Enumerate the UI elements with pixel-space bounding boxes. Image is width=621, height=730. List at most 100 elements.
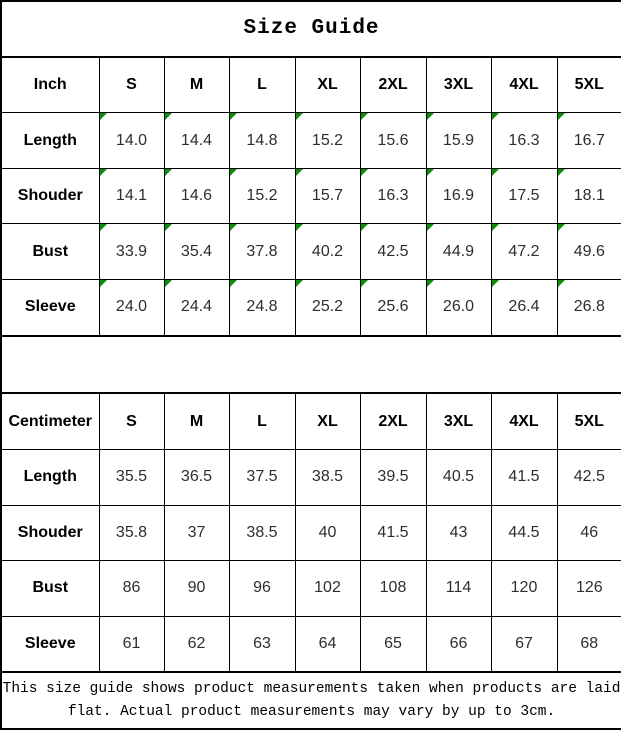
measurement-cell: 63	[228, 615, 296, 673]
measurement-value: 42.5	[377, 242, 409, 260]
measurement-cell: 37.8	[228, 223, 296, 281]
cell-flag-icon	[427, 113, 434, 121]
cell-flag-icon	[492, 224, 499, 232]
measurement-value: 25.2	[311, 298, 344, 316]
measurement-cell: 42.5	[359, 223, 427, 281]
measurement-cell: 15.7	[294, 167, 361, 225]
cell-flag-icon	[492, 280, 499, 288]
measurement-cell: 14.4	[163, 112, 230, 169]
cell-flag-icon	[165, 224, 172, 232]
measurement-cell: 26.8	[556, 279, 621, 337]
measurement-value: 40.2	[311, 242, 344, 260]
cell-flag-icon	[230, 224, 237, 232]
measurement-value: 15.7	[311, 187, 344, 205]
measurement-value: 14.8	[246, 131, 278, 149]
cell-flag-icon	[427, 224, 434, 232]
size-col-header: XL	[294, 56, 361, 114]
cm-shouder-row: Shouder 35.8 37 38.5 40 41.5 43 44.5 46	[0, 504, 621, 562]
cell-flag-icon	[230, 113, 237, 121]
size-col-header: 3XL	[425, 392, 492, 450]
measurement-cell: 15.6	[359, 112, 427, 169]
measurement-value: 14.1	[115, 187, 148, 205]
measurement-cell: 26.0	[425, 279, 492, 337]
cell-flag-icon	[361, 224, 368, 232]
measurement-cell: 66	[425, 615, 492, 673]
page-title: Size Guide	[243, 17, 380, 41]
cell-flag-icon	[165, 280, 172, 288]
measurement-cell: 15.2	[228, 167, 296, 225]
measurement-value: 35.4	[180, 242, 213, 260]
measurement-value: 49.6	[573, 242, 605, 260]
measurement-cell: 25.2	[294, 279, 361, 337]
measurement-cell: 16.7	[556, 112, 621, 169]
measurement-value: 24.8	[246, 298, 278, 316]
measurement-value: 26.0	[442, 298, 475, 316]
measurement-cell: 16.3	[490, 112, 558, 169]
measurement-cell: 38.5	[294, 448, 361, 506]
measurement-value: 15.2	[311, 131, 344, 149]
measurement-cell: 90	[163, 560, 230, 617]
cell-flag-icon	[100, 113, 107, 121]
cell-flag-icon	[296, 224, 303, 232]
measurement-cell: 43	[425, 504, 492, 562]
measurement-value: 26.8	[573, 298, 605, 316]
measurement-value: 15.6	[377, 131, 409, 149]
cell-flag-icon	[558, 113, 565, 121]
measurement-cell: 96	[228, 560, 296, 617]
inch-length-row: Length 14.0 14.4 14.8 15.2 15.6 15.9 16.…	[0, 112, 621, 169]
measurement-cell: 37	[163, 504, 230, 562]
measurement-cell: 40.5	[425, 448, 492, 506]
measurement-cell: 14.6	[163, 167, 230, 225]
measurement-value: 26.4	[508, 298, 540, 316]
measurement-cell: 36.5	[163, 448, 230, 506]
size-col-header: L	[228, 392, 296, 450]
size-col-header: S	[98, 392, 165, 450]
size-col-header: 5XL	[556, 56, 621, 114]
measurement-value: 17.5	[508, 187, 540, 205]
cm-header-row: Centimeter S M L XL 2XL 3XL 4XL 5XL	[0, 392, 621, 450]
measurement-value: 16.3	[508, 131, 540, 149]
inch-sleeve-row: Sleeve 24.0 24.4 24.8 25.2 25.6 26.0 26.…	[0, 279, 621, 337]
measurement-cell: 62	[163, 615, 230, 673]
measurement-value: 14.4	[180, 131, 213, 149]
measurement-cell: 42.5	[556, 448, 621, 506]
size-col-header: M	[163, 56, 230, 114]
measurement-cell: 35.8	[98, 504, 165, 562]
measurement-value: 33.9	[115, 242, 148, 260]
cm-length-row: Length 35.5 36.5 37.5 38.5 39.5 40.5 41.…	[0, 448, 621, 506]
measurement-cell: 26.4	[490, 279, 558, 337]
measurement-value: 16.3	[377, 187, 409, 205]
measurement-cell: 35.4	[163, 223, 230, 281]
cell-flag-icon	[296, 280, 303, 288]
cell-flag-icon	[100, 280, 107, 288]
measurement-cell: 120	[490, 560, 558, 617]
measurement-cell: 17.5	[490, 167, 558, 225]
cell-flag-icon	[558, 224, 565, 232]
cell-flag-icon	[558, 169, 565, 176]
footer-note: This size guide shows product measuremen…	[0, 671, 621, 730]
cell-flag-icon	[427, 169, 434, 176]
measurement-cell: 46	[556, 504, 621, 562]
spacer-cell	[0, 334, 621, 395]
measurement-cell: 114	[425, 560, 492, 617]
measurement-cell: 24.8	[228, 279, 296, 337]
measurement-cell: 24.4	[163, 279, 230, 337]
measurement-value: 47.2	[508, 242, 540, 260]
measurement-cell: 108	[359, 560, 427, 617]
measurement-cell: 86	[98, 560, 165, 617]
measurement-value: 15.9	[442, 131, 475, 149]
size-col-header: L	[228, 56, 296, 114]
size-col-header: 5XL	[556, 392, 621, 450]
size-col-header: M	[163, 392, 230, 450]
row-label: Sleeve	[0, 279, 100, 337]
size-col-header: 2XL	[359, 392, 427, 450]
cell-flag-icon	[100, 169, 107, 176]
cell-flag-icon	[558, 280, 565, 288]
measurement-value: 14.6	[180, 187, 213, 205]
measurement-value: 15.2	[246, 187, 278, 205]
measurement-cell: 37.5	[228, 448, 296, 506]
measurement-value: 24.0	[115, 298, 148, 316]
measurement-value: 25.6	[377, 298, 409, 316]
measurement-cell: 38.5	[228, 504, 296, 562]
